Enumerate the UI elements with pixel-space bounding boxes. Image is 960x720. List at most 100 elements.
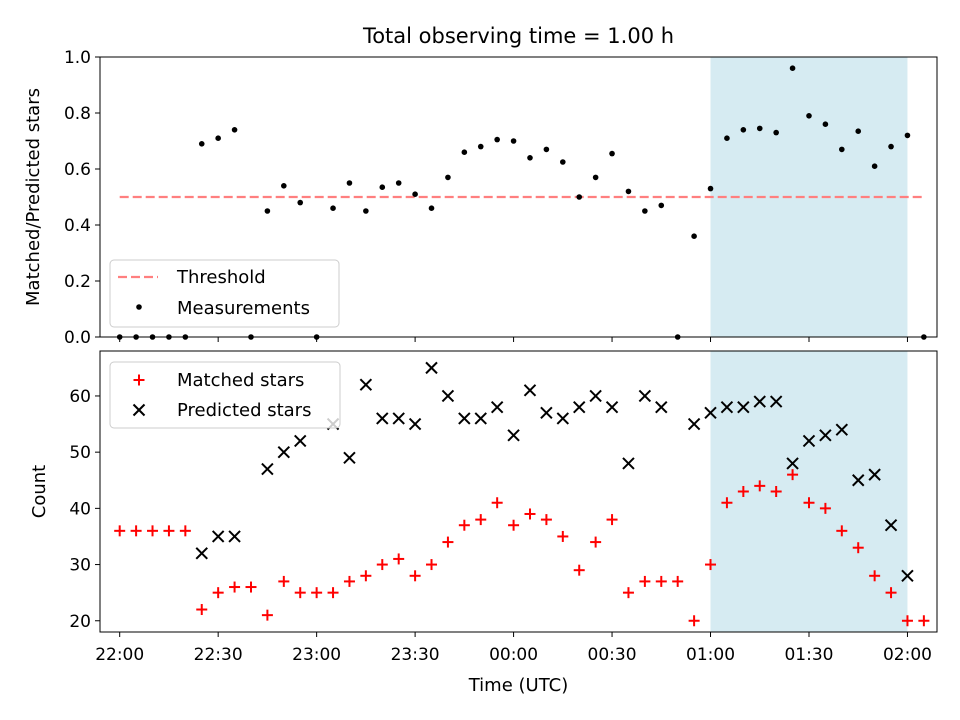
measurement-point	[264, 208, 271, 214]
matched-star-point	[639, 575, 651, 587]
x-stroke-b	[540, 406, 553, 420]
predicted-star-point	[540, 406, 553, 420]
matched-star-point	[918, 615, 930, 627]
measurements-points	[116, 65, 927, 340]
count-x-tick-label: 00:30	[588, 645, 637, 665]
predicted-star-point	[441, 389, 455, 403]
matched-star-point	[705, 559, 717, 571]
predicted-star-point	[753, 395, 766, 408]
legend-measurements-swatch	[136, 304, 142, 310]
matched-star-point	[573, 564, 585, 576]
matched-star-point	[540, 514, 552, 526]
ratio-y-axis-label: Matched/Predicted stars	[23, 88, 44, 306]
ratio-y-tick-label: 0.8	[64, 104, 91, 124]
matched-star-point	[721, 497, 733, 509]
matched-star-point	[754, 480, 766, 492]
legend-plus-marker	[133, 374, 145, 386]
count-y-tick-label: 20	[69, 612, 91, 632]
predicted-star-point	[490, 400, 504, 414]
x-stroke-b	[605, 400, 619, 414]
legend-predicted-swatch	[132, 403, 146, 417]
x-stroke-b	[852, 474, 865, 487]
matched-stars-points	[114, 469, 930, 627]
predicted-star-point	[523, 384, 537, 397]
predicted-star-point	[195, 547, 208, 560]
legend-matched-label: Matched stars	[177, 370, 304, 391]
x-stroke-b	[835, 423, 849, 436]
matched-star-point	[819, 502, 831, 514]
measurement-point	[756, 125, 763, 132]
x-stroke-b	[720, 400, 734, 414]
predicted-star-point	[556, 412, 570, 425]
x-stroke-b	[408, 417, 422, 431]
x-stroke-b	[655, 400, 668, 414]
count-x-tick-label: 00:00	[489, 645, 538, 665]
measurement-point	[297, 199, 304, 206]
x-stroke-b	[573, 400, 586, 414]
matched-star-point	[901, 615, 913, 627]
matched-star-point	[524, 508, 536, 520]
x-stroke-b	[819, 429, 832, 442]
matched-star-point	[622, 587, 634, 599]
x-stroke-b	[392, 412, 405, 425]
measurement-point	[412, 191, 418, 197]
predicted-star-point	[835, 423, 849, 436]
measurement-point	[839, 146, 845, 153]
matched-star-point	[163, 525, 175, 537]
top-y-axis-ticks: 0.0 0.2 0.4 0.6 0.8 1.0	[64, 48, 100, 348]
matched-star-point	[343, 575, 355, 587]
matched-star-point	[475, 514, 487, 526]
matched-star-point	[114, 525, 126, 537]
x-stroke-b	[261, 462, 274, 476]
chart-title: Total observing time = 1.00 h	[362, 24, 674, 48]
ratio-y-tick-label: 0.2	[64, 272, 91, 292]
matched-star-point	[869, 570, 881, 582]
count-x-tick-label: 02:00	[883, 645, 932, 665]
legend-predicted-label: Predicted stars	[177, 400, 311, 421]
measurement-point	[527, 155, 533, 161]
matched-star-point	[212, 587, 224, 599]
measurement-point	[888, 143, 894, 150]
measurement-point	[560, 159, 566, 165]
predicted-star-point	[425, 361, 438, 375]
count-x-tick-label: 23:00	[292, 645, 341, 665]
count-x-tick-label: 23:30	[391, 645, 440, 665]
matched-star-point	[294, 587, 306, 599]
measurement-point	[395, 180, 402, 186]
measurement-point	[871, 163, 878, 169]
count-legend: Matched stars Predicted stars	[109, 361, 341, 429]
predicted-star-point	[655, 400, 668, 414]
measurement-point	[510, 138, 517, 144]
measurement-point	[281, 183, 287, 189]
matched-star-point	[196, 604, 208, 616]
x-stroke-b	[622, 457, 635, 470]
measurement-point	[445, 174, 451, 181]
matched-star-point	[770, 486, 782, 497]
measurement-point	[707, 185, 714, 192]
measurement-point	[740, 127, 747, 133]
measurement-point	[855, 128, 862, 134]
matched-star-point	[458, 519, 470, 531]
count-panel-frame	[99, 350, 938, 633]
x-stroke-b	[228, 530, 241, 543]
measurement-point	[822, 121, 829, 127]
matched-star-point	[590, 536, 602, 548]
matched-star-point	[130, 525, 142, 537]
x-stroke-b	[786, 457, 799, 470]
matched-star-point	[491, 497, 503, 509]
measurement-point	[806, 113, 812, 119]
x-stroke-b	[589, 389, 602, 403]
matched-star-point	[245, 581, 257, 593]
x-stroke-b	[376, 412, 389, 425]
x-axis-label: Time (UTC)	[468, 675, 569, 696]
matched-star-point	[803, 497, 815, 509]
predicted-star-point	[704, 406, 717, 420]
x-stroke-b	[884, 519, 898, 532]
matched-star-point	[327, 587, 339, 599]
predicted-star-point	[868, 468, 881, 481]
matched-star-point	[147, 525, 159, 537]
count-y-tick-label: 50	[69, 443, 91, 463]
matched-star-point	[393, 553, 405, 565]
x-stroke-b	[490, 400, 504, 414]
